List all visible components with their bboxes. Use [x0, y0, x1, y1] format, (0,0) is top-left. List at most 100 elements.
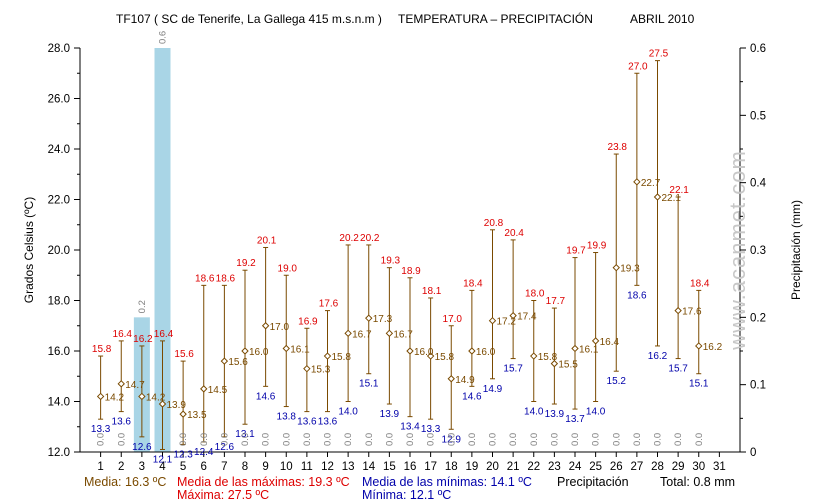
precip-label: 0.0: [281, 433, 292, 446]
max-label: 22.1: [669, 185, 689, 196]
temperature-ranges: [96, 60, 703, 450]
mean-label: 15.6: [228, 357, 248, 368]
precip-label: 0.0: [426, 433, 437, 446]
y-tick-label: 28.0: [48, 43, 70, 55]
precip-label: 0.0: [591, 433, 602, 446]
max-label: 20.2: [339, 233, 359, 244]
min-label: 14.0: [524, 407, 544, 418]
precip-label: 0.0: [632, 433, 643, 446]
y-tick-label: 18.0: [48, 296, 70, 308]
min-label: 14.0: [338, 407, 358, 418]
max-label: 27.5: [649, 49, 669, 60]
mean-label: 16.1: [579, 344, 599, 355]
chart-title: TF107 ( SC de Tenerife, La Gallega 415 m…: [116, 11, 695, 26]
axes: 12.014.016.018.020.022.024.026.028.000.1…: [48, 43, 767, 473]
min-label: 15.2: [607, 376, 627, 387]
precip-label: 0.0: [116, 433, 127, 446]
summary-media-maximas: Media de las máximas: 19.3 ºC: [177, 475, 350, 489]
mean-label: 17.4: [517, 312, 537, 323]
min-label: 12.4: [194, 447, 214, 458]
x-tick-label: 16: [404, 461, 417, 473]
data-labels: 15.814.213.30.016.414.713.60.016.214.212…: [91, 31, 723, 466]
min-label: 18.6: [627, 290, 647, 301]
mean-marker: [303, 364, 311, 373]
mean-marker: [612, 263, 620, 272]
mean-label: 15.5: [558, 360, 578, 371]
max-label: 19.7: [566, 246, 586, 257]
mean-label: 14.2: [146, 392, 166, 403]
min-label: 13.9: [380, 409, 400, 420]
min-label: 14.6: [256, 391, 276, 402]
mean-label: 16.0: [476, 347, 496, 358]
x-tick-label: 21: [507, 461, 520, 473]
x-tick-label: 20: [486, 461, 499, 473]
min-label: 13.3: [91, 424, 111, 435]
mean-label: 17.3: [373, 314, 393, 325]
x-tick-label: 26: [610, 461, 623, 473]
precip-label: 0.0: [199, 433, 210, 446]
mean-marker: [509, 311, 517, 320]
summary-minima: Mínima: 12.1 ºC: [362, 488, 451, 500]
mean-marker: [426, 352, 435, 360]
mean-label: 14.7: [125, 380, 145, 391]
mean-marker: [200, 385, 208, 393]
mean-marker: [323, 352, 332, 360]
mean-marker: [179, 410, 187, 418]
max-label: 16.9: [298, 316, 318, 327]
y2-tick-label: 0.3: [750, 245, 766, 257]
precip-label: 0.0: [446, 433, 457, 446]
x-tick-label: 11: [301, 461, 313, 473]
x-tick-label: 10: [280, 461, 293, 473]
precipitation-bars: [133, 48, 171, 452]
precip-bar: [154, 48, 171, 452]
mean-marker: [488, 316, 497, 325]
min-label: 13.3: [421, 424, 441, 435]
y-tick-label: 20.0: [48, 245, 70, 257]
mean-marker: [633, 178, 641, 186]
max-label: 19.2: [236, 258, 256, 269]
max-label: 18.0: [525, 289, 545, 300]
y2-tick-label: 0.2: [750, 312, 766, 324]
min-label: 13.8: [277, 412, 297, 423]
mean-marker: [550, 359, 559, 368]
min-label: 13.6: [297, 417, 317, 428]
precip-label: 0.0: [302, 433, 313, 446]
mean-label: 13.9: [167, 400, 187, 411]
min-label: 14.9: [483, 384, 503, 395]
min-label: 15.1: [359, 379, 379, 390]
max-label: 18.4: [463, 278, 483, 289]
min-label: 14.0: [586, 407, 606, 418]
y2-tick-label: 0.5: [750, 110, 766, 122]
precip-label: 0.0: [570, 433, 581, 446]
min-label: 15.1: [689, 379, 709, 390]
mean-label: 17.2: [497, 317, 517, 328]
precip-label: 0.2: [137, 300, 148, 313]
mean-label: 22.7: [641, 178, 661, 189]
min-label: 14.6: [462, 391, 482, 402]
mean-label: 19.3: [620, 264, 640, 275]
title-subject: TEMPERATURA – PRECIPITACIÓN: [398, 11, 593, 26]
max-label: 15.8: [92, 344, 112, 355]
mean-marker: [96, 392, 105, 401]
x-tick-label: 15: [383, 461, 396, 473]
mean-label: 16.4: [600, 337, 620, 348]
min-label: 13.7: [565, 414, 585, 425]
x-tick-label: 30: [692, 461, 705, 473]
x-tick-label: 6: [201, 461, 207, 473]
mean-label: 13.5: [187, 410, 207, 421]
y2-tick-label: 0: [750, 447, 756, 459]
mean-label: 15.8: [435, 352, 455, 363]
precip-label: 0.0: [261, 433, 272, 446]
max-label: 16.4: [113, 329, 133, 340]
min-label: 13.4: [400, 422, 420, 433]
max-label: 19.9: [587, 241, 607, 252]
precip-label: 0.0: [384, 433, 395, 446]
precip-label: 0.0: [508, 433, 519, 446]
x-tick-label: 24: [569, 461, 582, 473]
mean-label: 16.0: [249, 347, 269, 358]
summary-legend: Media: 16.3 ºC Media de las máximas: 19.…: [84, 475, 735, 500]
title-period: ABRIL 2010: [630, 12, 695, 26]
x-tick-label: 8: [242, 461, 248, 473]
title-station: TF107 ( SC de Tenerife, La Gallega 415 m…: [116, 12, 382, 26]
